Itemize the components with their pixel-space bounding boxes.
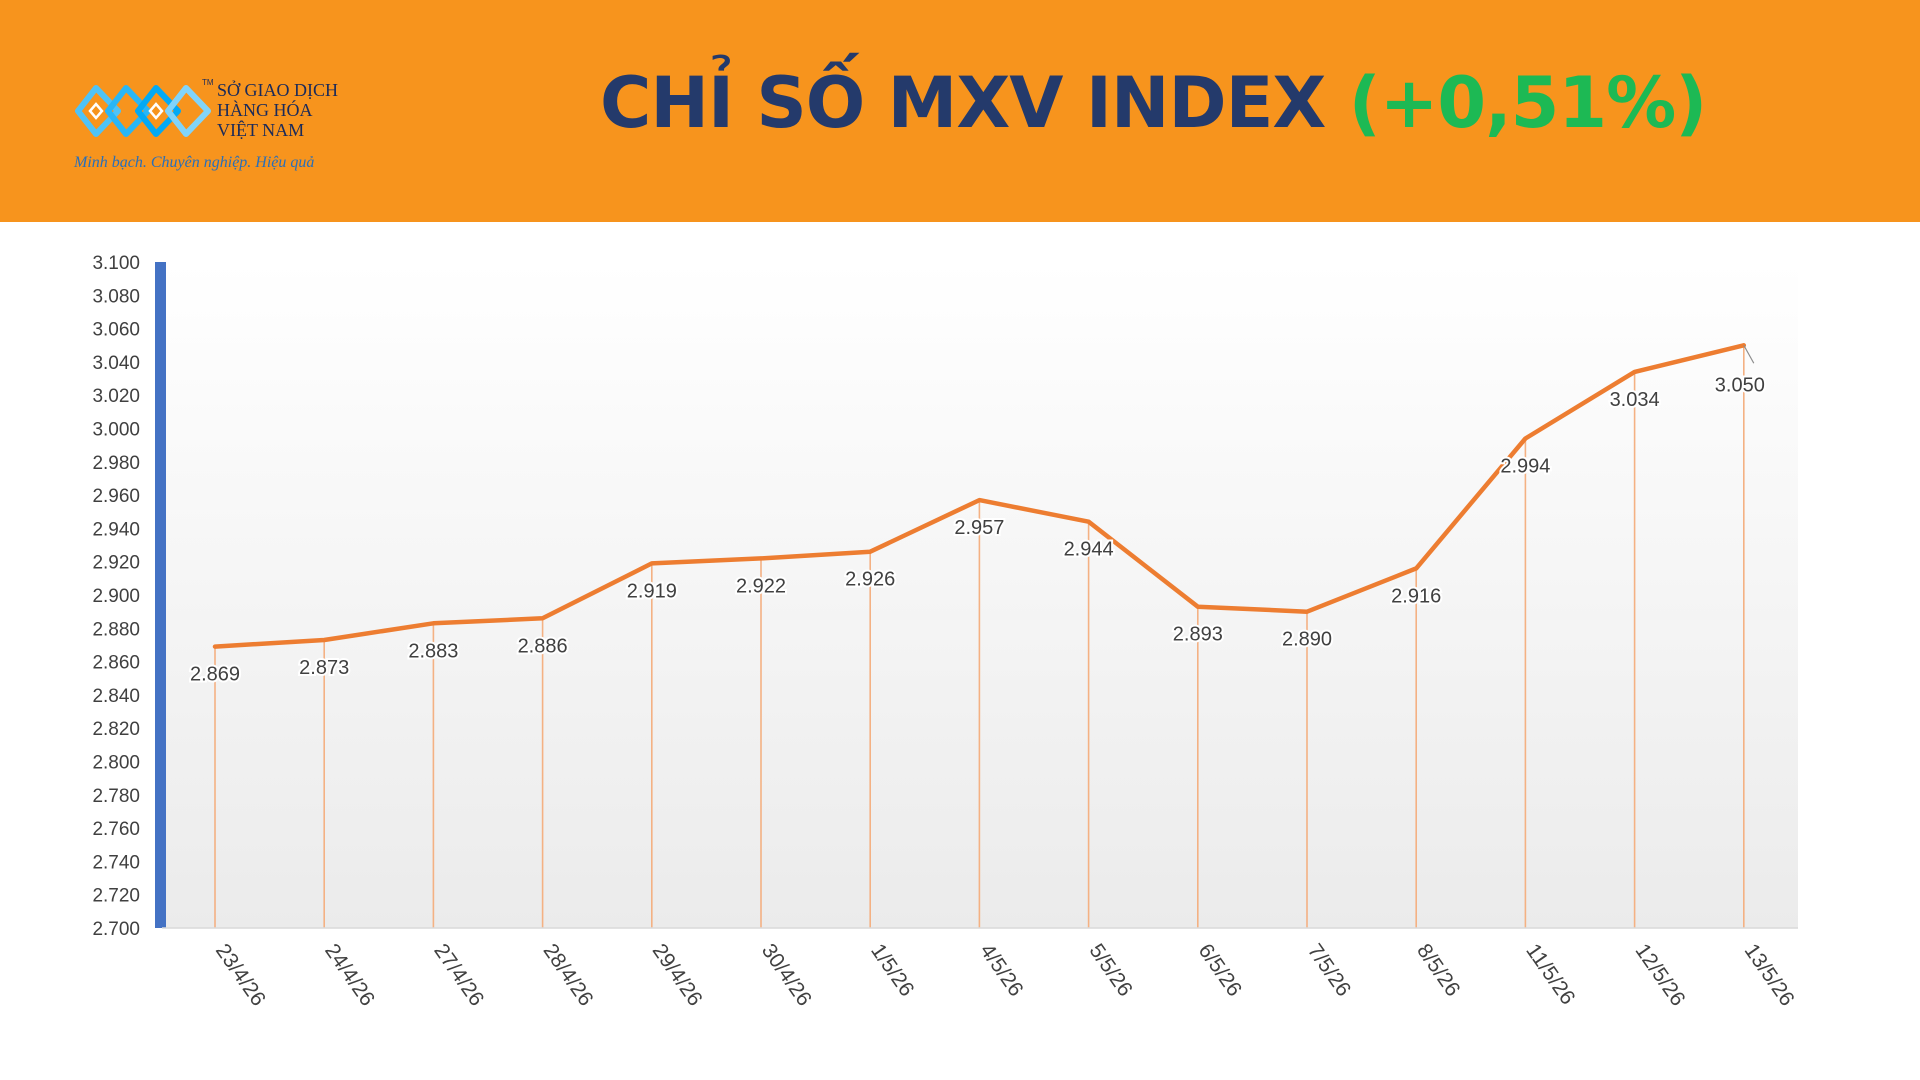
title-main: CHỈ SỐ MXV INDEX	[600, 62, 1326, 144]
series-line	[212, 343, 1747, 649]
page-title: CHỈ SỐ MXV INDEX (+0,51%)	[600, 58, 1707, 148]
line-chart: 2.700 2.720 2.740 2.760 2.780 2.800 2.820 2.840…	[92, 253, 1799, 1011]
mxv-logo[interactable]: TM SỞ GIAO DỊCH HÀNG HÓA VIỆT NAM Minh b…	[74, 74, 374, 184]
data-label: 2.893	[1173, 624, 1223, 646]
x-tick-label: 30/4/26	[757, 940, 816, 1011]
y-tick-label: 2.720	[92, 886, 140, 907]
logo-name-line2: HÀNG HÓA	[217, 100, 313, 120]
y-tick-label: 3.040	[92, 353, 140, 374]
data-label: 2.944	[1064, 539, 1114, 561]
y-tick-label: 3.000	[92, 420, 140, 441]
x-tick-label: 28/4/26	[539, 940, 598, 1011]
data-label: 2.926	[845, 569, 895, 591]
y-axis-ticks: 2.700 2.720 2.740 2.760 2.780 2.800 2.820 2.840…	[92, 253, 140, 940]
title-change-percent: (+0,51%)	[1348, 62, 1707, 144]
x-tick-label: 7/5/26	[1303, 940, 1355, 1001]
x-tick-label: 4/5/26	[975, 940, 1027, 1001]
trademark-mark: TM	[202, 78, 214, 87]
y-tick-label: 2.900	[92, 586, 140, 607]
y-tick-label: 2.960	[92, 486, 140, 507]
data-label: 2.869	[190, 664, 240, 686]
logo-name-line3: VIỆT NAM	[217, 120, 305, 140]
data-label: 3.034	[1610, 389, 1660, 411]
leader-line	[1743, 344, 1755, 364]
mxv-logo-icon	[75, 85, 211, 137]
data-label: 2.916	[1391, 585, 1441, 607]
data-label: 2.994	[1500, 455, 1550, 477]
y-tick-label: 3.060	[92, 320, 140, 341]
drop-lines	[214, 345, 1745, 928]
y-tick-label: 2.840	[92, 686, 140, 707]
y-tick-label: 2.800	[92, 753, 140, 774]
y-tick-label: 2.880	[92, 619, 140, 640]
data-labels: 2.869 2.873 2.883 2.886 2.919 2.922 2.926 2.957…	[188, 372, 1767, 687]
x-tick-label: 12/5/26	[1631, 940, 1690, 1011]
y-tick-label: 2.760	[92, 819, 140, 840]
x-tick-label: 24/4/26	[320, 940, 379, 1011]
x-tick-label: 8/5/26	[1412, 940, 1464, 1001]
logo-slogan: Minh bạch. Chuyên nghiệp. Hiệu quả	[74, 154, 315, 171]
y-axis-bar	[155, 262, 166, 928]
x-tick-label: 1/5/26	[866, 940, 918, 1001]
data-label: 2.886	[518, 635, 568, 657]
y-tick-label: 3.020	[92, 386, 140, 407]
data-label: 3.050	[1715, 374, 1765, 396]
x-tick-label: 5/5/26	[1085, 940, 1137, 1001]
data-label: 2.883	[408, 640, 458, 662]
y-tick-label: 2.940	[92, 519, 140, 540]
y-tick-label: 2.780	[92, 786, 140, 807]
data-label-leader-lines	[1743, 344, 1755, 364]
x-axis-ticks: 23/4/26 24/4/26 27/4/26 28/4/26 29/4/26 30/4/…	[211, 940, 1799, 1011]
y-tick-label: 2.820	[92, 719, 140, 740]
x-tick-label: 6/5/26	[1194, 940, 1246, 1001]
x-tick-label: 27/4/26	[429, 940, 488, 1011]
data-label: 2.922	[736, 575, 786, 597]
y-tick-label: 2.700	[92, 919, 140, 940]
y-tick-label: 3.100	[92, 253, 140, 274]
logo-company-name: SỞ GIAO DỊCH HÀNG HÓA VIỆT NAM	[217, 80, 377, 140]
header-banner: TM SỞ GIAO DỊCH HÀNG HÓA VIỆT NAM Minh b…	[0, 0, 1920, 222]
y-tick-label: 2.740	[92, 852, 140, 873]
x-tick-label: 13/5/26	[1740, 940, 1799, 1011]
y-tick-label: 3.080	[92, 286, 140, 307]
data-label: 2.873	[299, 657, 349, 679]
y-tick-label: 2.920	[92, 553, 140, 574]
y-tick-label: 2.980	[92, 453, 140, 474]
data-label: 2.890	[1282, 629, 1332, 651]
logo-name-line1: SỞ GIAO DỊCH	[217, 80, 338, 100]
y-tick-label: 2.860	[92, 653, 140, 674]
data-label: 2.957	[954, 517, 1004, 539]
x-tick-label: 23/4/26	[211, 940, 270, 1011]
x-tick-label: 29/4/26	[648, 940, 707, 1011]
x-tick-label: 11/5/26	[1521, 940, 1579, 1009]
data-label: 2.919	[627, 580, 677, 602]
